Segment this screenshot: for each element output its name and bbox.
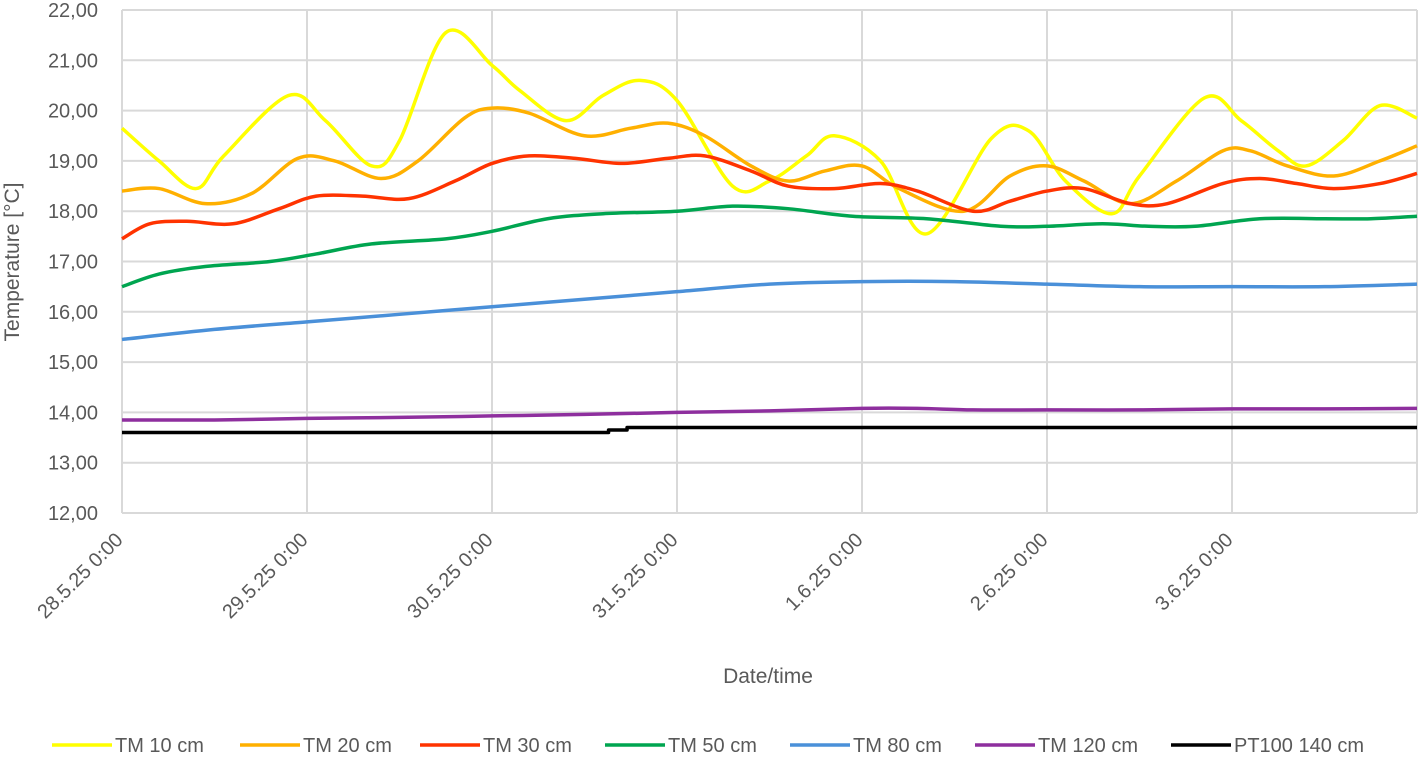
- series-line-tm-120-cm: [121, 406, 1418, 422]
- legend-label: TM 20 cm: [303, 735, 392, 757]
- series-line-tm-80-cm: [121, 279, 1418, 342]
- legend: TM 10 cm TM 20 cm TM 30 cm TM 50 cm TM 80 cm…: [52, 735, 1364, 757]
- series-line-tm-30-cm: [121, 153, 1418, 241]
- x-tick-label: 31.5.25 0:00: [588, 529, 682, 623]
- x-tick-label: 28.5.25 0:00: [33, 529, 127, 623]
- x-tick-label: 1.6.25 0:00: [781, 529, 867, 615]
- y-tick-label: 21,00: [48, 50, 98, 72]
- legend-label: TM 50 cm: [668, 735, 757, 757]
- x-tick-labels: 28.5.25 0:00 29.5.25 0:00 30.5.25 0:00 31.5…: [33, 529, 1237, 623]
- legend-label: TM 30 cm: [483, 735, 572, 757]
- legend-label: TM 120 cm: [1038, 735, 1138, 757]
- series-lines: [120, 28, 1418, 435]
- series-line-tm-50-cm: [121, 204, 1418, 289]
- gridlines: [121, 9, 1418, 514]
- x-axis-title: Date/time: [723, 665, 813, 688]
- y-tick-labels: 12,00 13,00 14,00 15,00 16,00 17,00 18,00 19,00…: [48, 0, 98, 525]
- series-line-pt100-140-cm: [122, 425, 1417, 435]
- x-tick-label: 29.5.25 0:00: [218, 529, 312, 623]
- legend-label: TM 80 cm: [853, 735, 942, 757]
- x-tick-label: 3.6.25 0:00: [1151, 529, 1237, 615]
- series-line-tm-20-cm: [121, 106, 1418, 213]
- legend-label: PT100 140 cm: [1234, 735, 1364, 757]
- y-tick-label: 15,00: [48, 352, 98, 374]
- y-tick-label: 20,00: [48, 101, 98, 123]
- legend-label: TM 10 cm: [115, 735, 204, 757]
- y-tick-label: 13,00: [48, 453, 98, 475]
- y-tick-label: 18,00: [48, 201, 98, 223]
- y-tick-label: 14,00: [48, 402, 98, 424]
- x-tick-label: 30.5.25 0:00: [403, 529, 497, 623]
- x-tick-label: 2.6.25 0:00: [966, 529, 1052, 615]
- y-tick-label: 12,00: [48, 503, 98, 525]
- y-tick-label: 22,00: [48, 0, 98, 22]
- y-tick-label: 19,00: [48, 151, 98, 173]
- y-axis-title: Temperature [°C]: [1, 183, 24, 342]
- y-tick-label: 16,00: [48, 302, 98, 324]
- y-tick-label: 17,00: [48, 252, 98, 274]
